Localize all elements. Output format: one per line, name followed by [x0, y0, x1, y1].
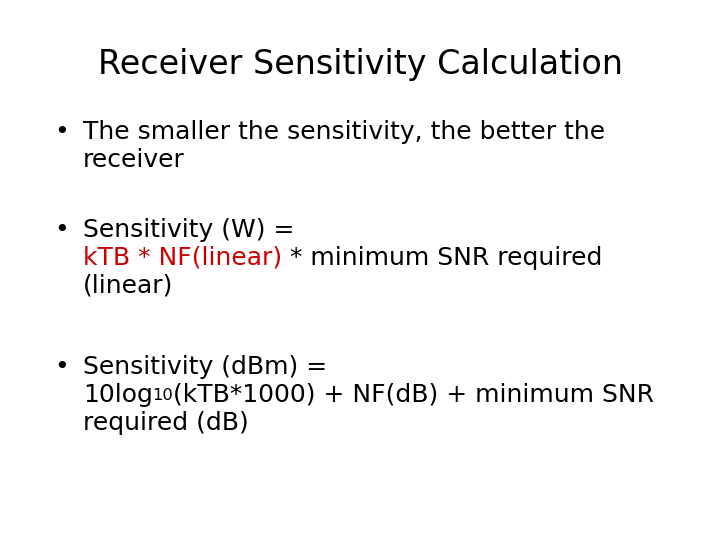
Text: Sensitivity (dBm) =: Sensitivity (dBm) = [83, 355, 327, 379]
Text: Sensitivity (W) =: Sensitivity (W) = [83, 218, 294, 242]
Text: receiver: receiver [83, 148, 184, 172]
Text: •: • [54, 120, 68, 144]
Text: 10log: 10log [83, 383, 153, 407]
Text: (kTB*1000) + NF(dB) + minimum SNR: (kTB*1000) + NF(dB) + minimum SNR [174, 383, 654, 407]
Text: •: • [54, 218, 68, 242]
Text: * minimum SNR required: * minimum SNR required [282, 246, 603, 270]
Text: The smaller the sensitivity, the better the: The smaller the sensitivity, the better … [83, 120, 605, 144]
Text: Receiver Sensitivity Calculation: Receiver Sensitivity Calculation [97, 48, 623, 81]
Text: required (dB): required (dB) [83, 411, 248, 435]
Text: kTB * NF(linear): kTB * NF(linear) [83, 246, 282, 270]
Text: 10: 10 [153, 388, 174, 403]
Text: •: • [54, 355, 68, 379]
Text: (linear): (linear) [83, 274, 174, 298]
